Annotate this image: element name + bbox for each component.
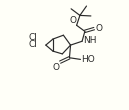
Text: Cl: Cl: [29, 39, 38, 49]
Text: O: O: [69, 16, 76, 25]
Text: O: O: [95, 24, 102, 33]
Text: HO: HO: [81, 55, 95, 64]
Text: O: O: [52, 63, 59, 72]
Text: Cl: Cl: [29, 33, 38, 42]
Text: NH: NH: [83, 36, 97, 45]
